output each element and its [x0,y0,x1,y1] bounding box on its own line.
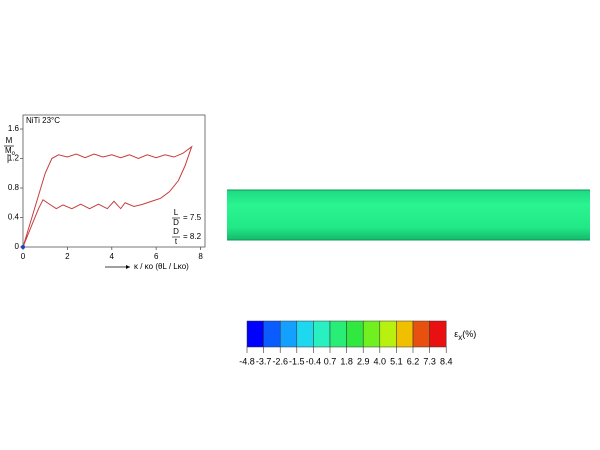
y-label-numerator: M [6,136,13,145]
x-tick-label: 4 [110,252,115,261]
colorbar-cell [296,320,314,348]
x-tick-label: 6 [154,252,159,261]
data-line [22,145,193,248]
x-tick-label: 8 [198,252,203,261]
colorbar-tick-label: 1.8 [340,356,353,366]
x-label: κ / κo (θL / Lκo) [134,262,189,271]
origin-marker [21,245,25,249]
y-tick-label: 1.2 [8,154,20,163]
plot: NiTi 23°C 0 0.4 0.8 1.2 1.6 0 2 4 6 8 MMo κ / κo (θ… [4,114,206,271]
colorbar-tick-label: 4.0 [374,356,387,366]
y-tick-label: 0.8 [8,183,20,192]
x-tick-label: 2 [65,252,70,261]
y-label-sub: o [12,151,16,157]
y-tick-label: 0 [15,242,20,251]
colorbar-tick-label: -3.7 [256,356,272,366]
colorbar-tick-label: 8.4 [440,356,453,366]
colorbar-tick-label: -1.5 [289,356,305,366]
chart-title: NiTi 23°C [26,116,60,125]
colorbar-label: εx(%) [454,329,476,342]
x-label-arrowhead [126,265,130,269]
colorbar-tick-label: -0.4 [306,356,322,366]
colorbar-symbol: ε [454,329,458,339]
colorbar-cell [412,320,430,348]
colorbar-tick-label: 0.7 [324,356,337,366]
plot-frame [22,114,206,248]
x-tick-label: 0 [21,252,26,261]
colorbar-symbol-sub: x [458,333,462,342]
colorbar-cell [246,320,264,348]
annotation-numerator: D [173,227,179,236]
colorbar-cell [429,320,447,348]
colorbar-tick-label: 2.9 [357,356,370,366]
colorbar-cell [329,320,347,348]
colorbar-tick-label: 5.1 [390,356,403,366]
annotation-text: = 8.2 [183,232,202,241]
colorbar-cell [263,320,281,348]
colorbar-cell [346,320,364,348]
y-tick-label: 1.6 [8,124,20,133]
colorbar-cell [313,320,331,348]
y-tick-label: 0.4 [8,213,20,222]
tube [227,190,590,240]
annotation-numerator: L [174,208,179,217]
colorbar-tick-label: 7.3 [423,356,436,366]
colorbar: -4.8 -3.7 -2.6 -1.5 -0.4 0.7 1.8 2.9 4.0 5.1 6.2 7.… [239,320,476,366]
annotation-denominator: D [173,218,179,227]
colorbar-cell [362,320,381,348]
annotation-denominator: t [175,237,178,246]
y-label-denominator: Mo [5,146,16,156]
colorbar-cell [279,320,298,348]
colorbar-cell [379,320,397,348]
colorbar-tick-label: -4.8 [239,356,255,366]
colorbar-tick-label: 6.2 [407,356,420,366]
colorbar-unit: (%) [462,329,476,339]
annotation-text: = 7.5 [183,213,202,222]
colorbar-cell [396,320,414,348]
colorbar-tick-label: -2.6 [272,356,288,366]
